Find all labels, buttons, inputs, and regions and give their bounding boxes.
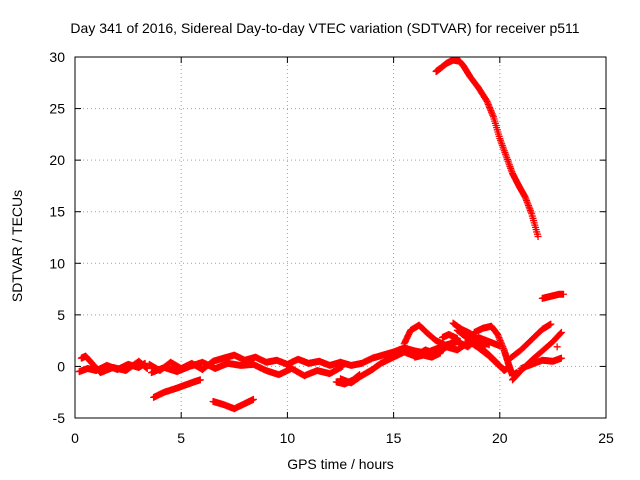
data-track xyxy=(517,354,565,372)
y-tick-label: 25 xyxy=(49,101,65,117)
y-tick-label: 30 xyxy=(49,49,65,65)
x-tick-label: 0 xyxy=(71,430,79,446)
data-track xyxy=(77,352,151,377)
data-track xyxy=(400,321,461,350)
y-tick-label: -5 xyxy=(53,410,66,426)
y-tick-label: 15 xyxy=(49,204,65,220)
y-tick-label: 20 xyxy=(49,152,65,168)
chart-title: Day 341 of 2016, Sidereal Day-to-day VTE… xyxy=(70,20,580,36)
x-tick-label: 5 xyxy=(177,430,185,446)
data-track xyxy=(449,319,489,351)
y-axis-label: SDTVAR / TECUs xyxy=(9,189,25,303)
y-tick-label: 5 xyxy=(57,307,65,323)
x-axis-label: GPS time / hours xyxy=(287,456,394,472)
data-track xyxy=(538,290,568,302)
x-tick-label: 15 xyxy=(386,430,402,446)
data-track xyxy=(411,349,444,361)
data-track xyxy=(506,320,555,362)
data-track xyxy=(150,376,204,401)
data-track xyxy=(209,395,257,413)
data-track xyxy=(464,337,508,374)
data-track xyxy=(432,56,542,240)
data-track xyxy=(147,358,347,380)
data-track xyxy=(553,343,561,351)
tick-labels: 0 5 10 15 20 25 -5 0 5 10 15 20 25 30 xyxy=(49,49,614,446)
x-tick-label: 10 xyxy=(280,430,296,446)
plot-frame xyxy=(74,56,607,419)
y-tick-label: 0 xyxy=(57,358,65,374)
y-tick-label: 10 xyxy=(49,255,65,271)
data-track xyxy=(332,371,364,388)
x-tick-label: 25 xyxy=(598,430,614,446)
x-tick-label: 20 xyxy=(492,430,508,446)
data-points xyxy=(75,56,568,413)
data-track xyxy=(438,330,461,343)
